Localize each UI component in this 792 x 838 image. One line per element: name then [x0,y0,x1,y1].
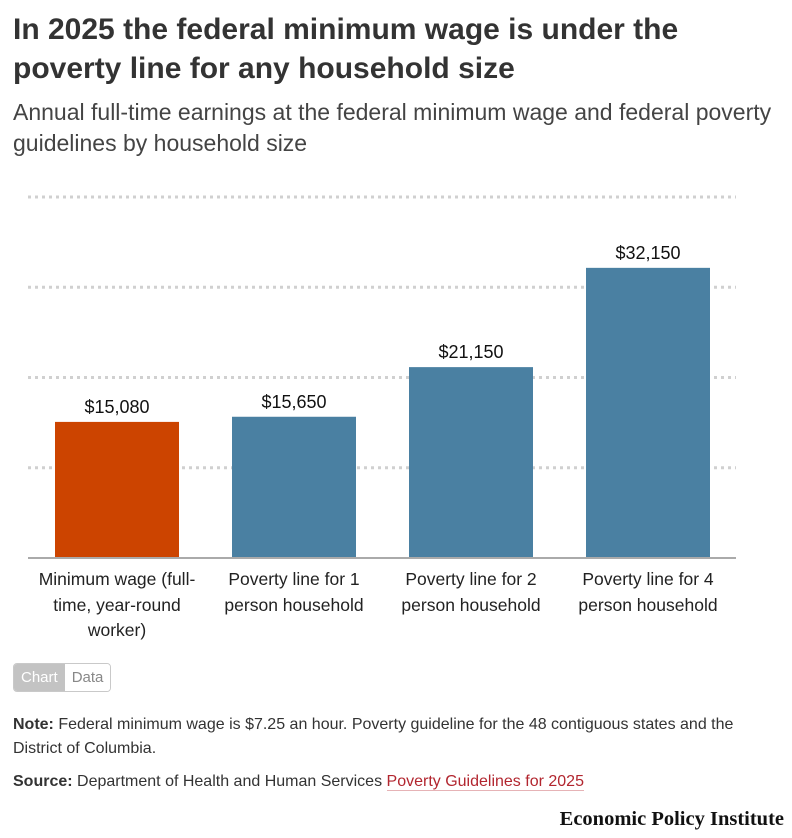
data-label: $15,650 [261,392,326,412]
source-text: Department of Health and Human Services [72,773,387,790]
bar[interactable] [232,416,356,558]
note: Note: Federal minimum wage is $7.25 an h… [13,713,773,761]
note-text: Federal minimum wage is $7.25 an hour. P… [13,716,734,757]
x-tick-label: Minimum wage (full-time, year-round work… [38,569,196,640]
bar[interactable] [55,421,179,558]
source: Source: Department of Health and Human S… [13,770,773,794]
data-label: $21,150 [438,342,503,362]
bar[interactable] [409,367,533,558]
data-label: $32,150 [615,243,680,263]
x-tick-label: Poverty line for 4 person household [578,569,718,615]
bar-chart: $15,080 $15,650 $21,150 $32,150 [28,195,736,559]
data-label: $15,080 [84,397,149,417]
chart-view-button[interactable]: Chart [14,664,65,691]
epi-logo: Economic Policy Institute [559,808,784,830]
source-label: Source: [13,773,73,790]
view-toggle: Chart Data [13,663,112,692]
chart-title: In 2025 the federal minimum wage is unde… [13,13,679,85]
source-link[interactable]: Poverty Guidelines for 2025 [386,773,584,791]
chart-subtitle: Annual full-time earnings at the federal… [13,99,772,156]
x-tick-label: Poverty line for 2 person household [401,569,541,615]
bar[interactable] [586,267,710,558]
data-view-button[interactable]: Data [64,664,111,691]
note-label: Note: [13,716,54,733]
x-tick-label: Poverty line for 1 person household [224,569,364,615]
